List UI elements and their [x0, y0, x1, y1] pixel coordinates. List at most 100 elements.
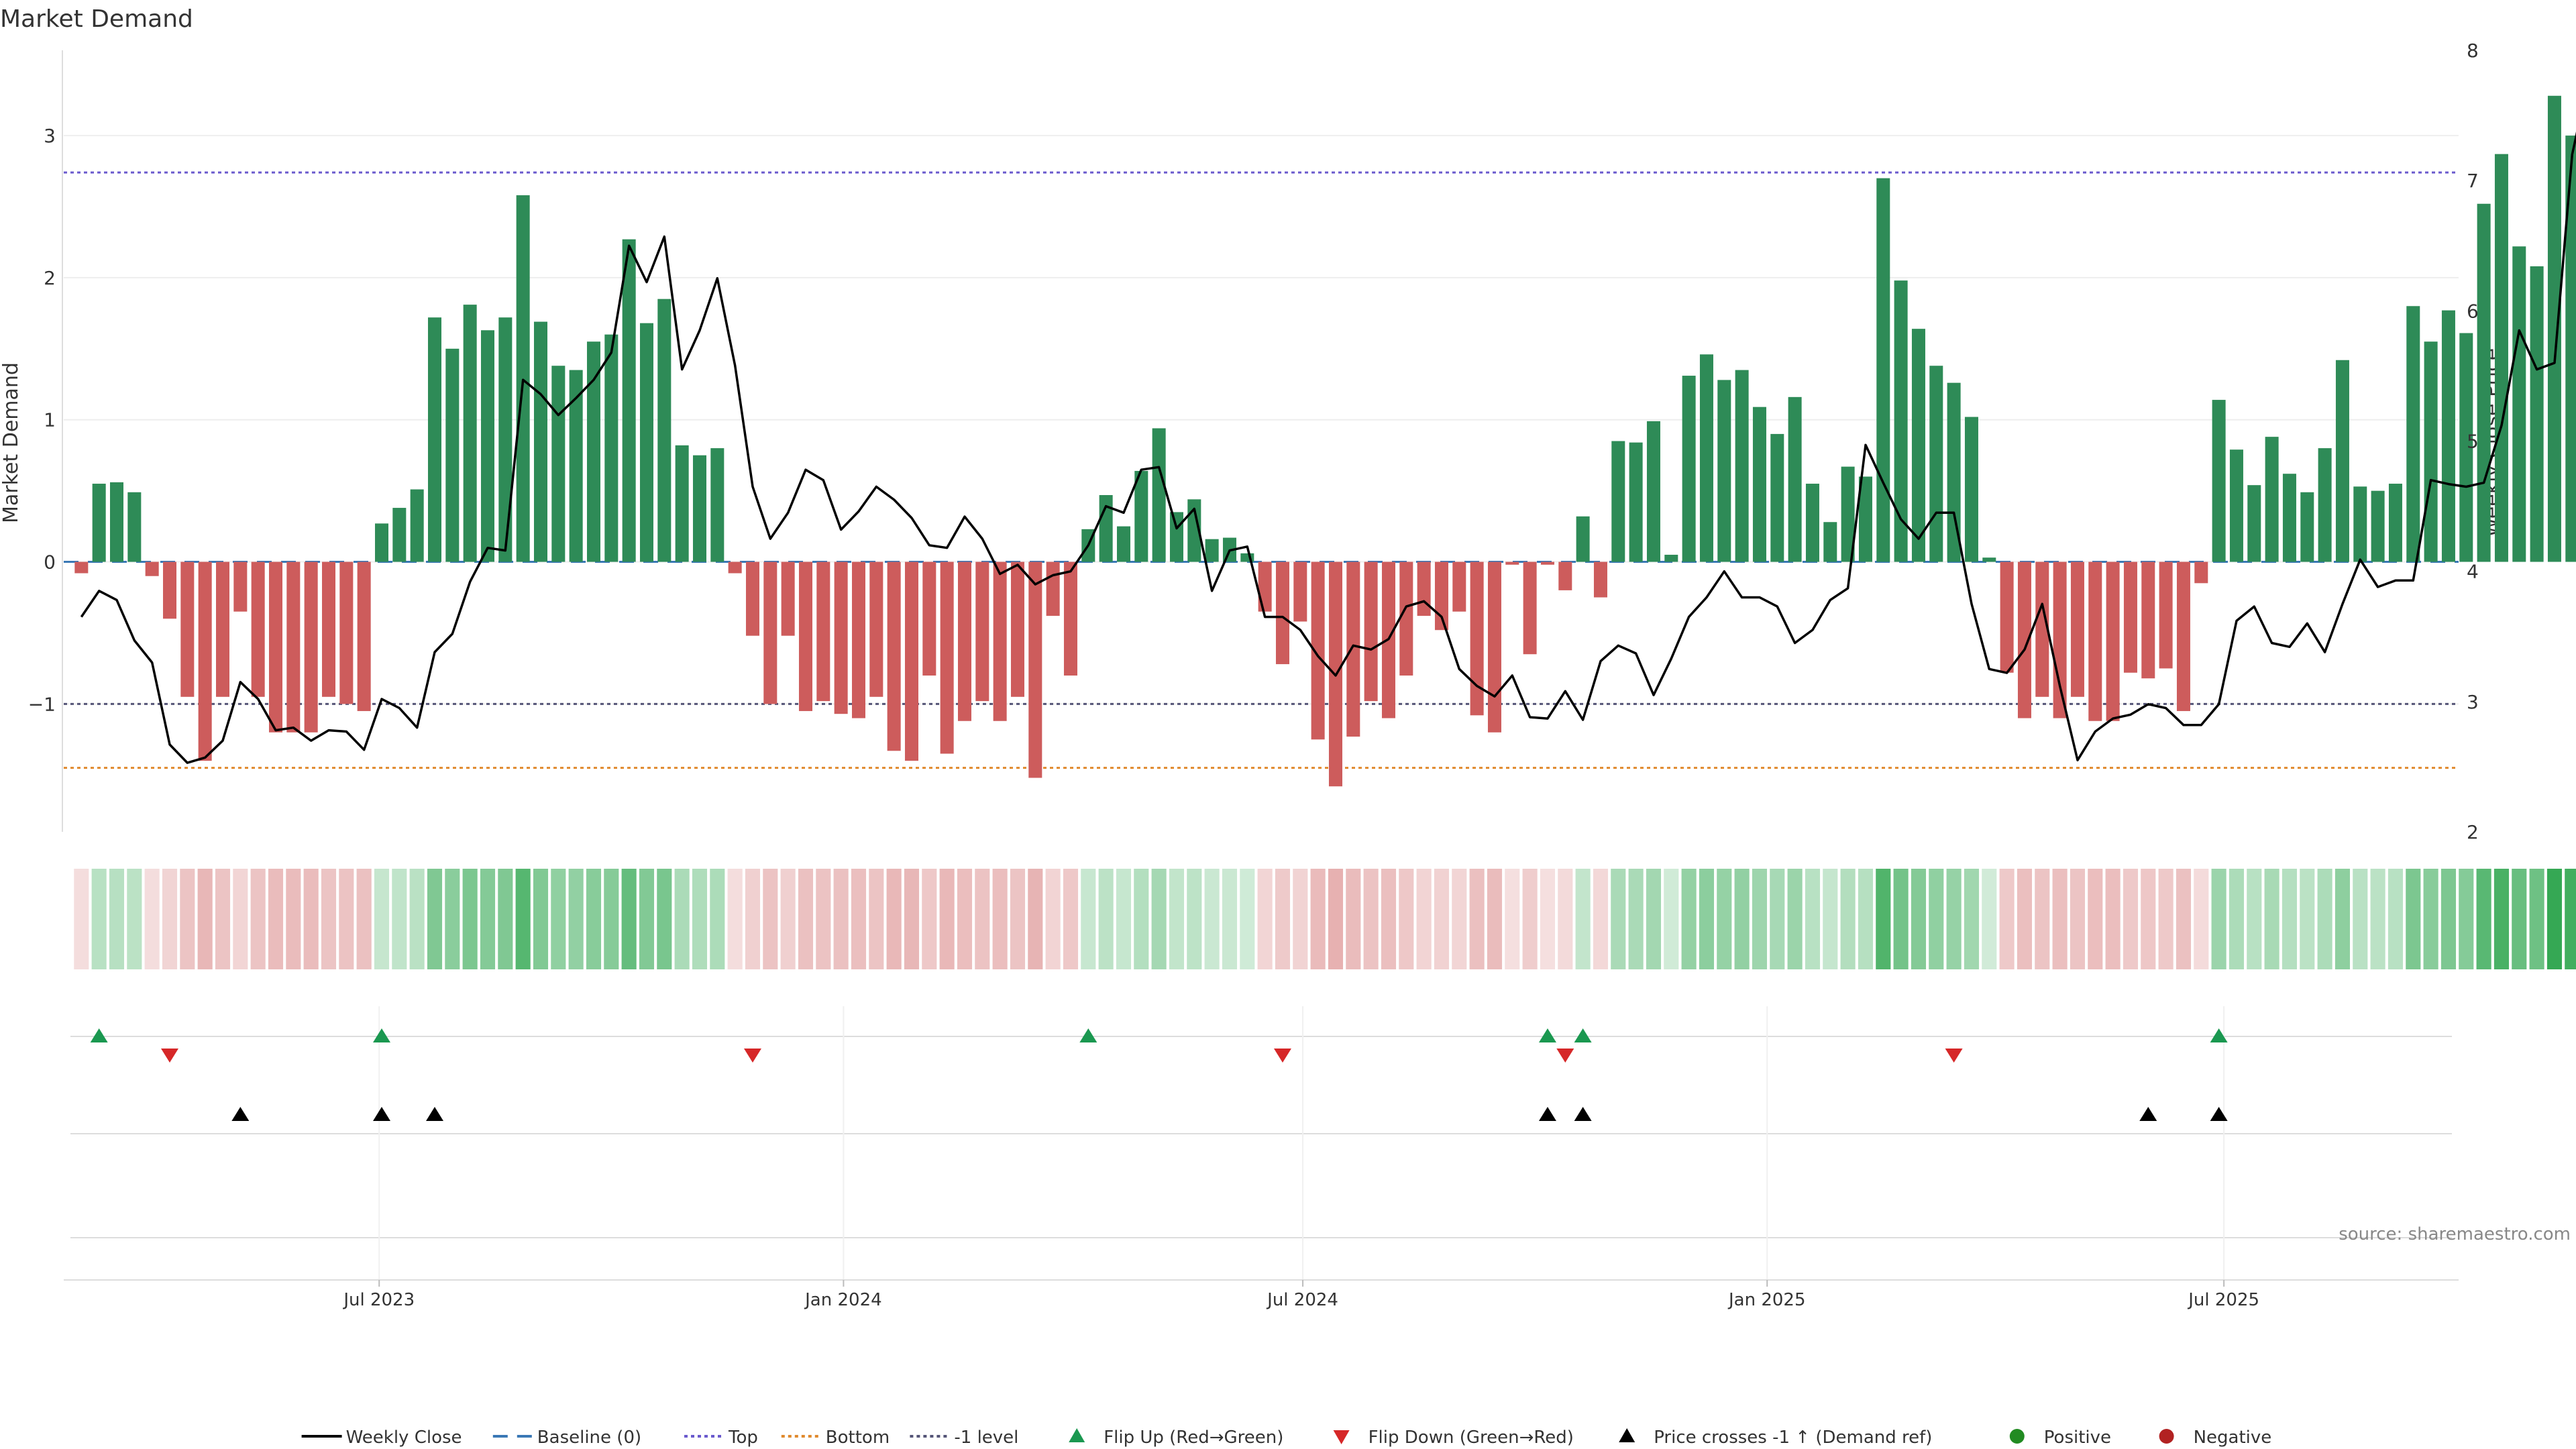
positive-bar	[2459, 333, 2473, 562]
heat-cell	[1505, 869, 1520, 969]
heat-cell	[250, 869, 266, 969]
heat-cell	[2546, 869, 2563, 969]
positive-bar	[2565, 136, 2576, 562]
positive-bar	[1116, 526, 1130, 562]
heat-cell	[886, 869, 902, 969]
negative-bar	[2106, 561, 2120, 721]
heat-cell	[1028, 869, 1043, 969]
heat-cell	[586, 869, 602, 969]
legend-symbol-triangle-down	[1333, 1430, 1350, 1444]
heat-cell	[2088, 869, 2103, 969]
price-cross-marker	[2210, 1107, 2228, 1121]
heat-cell	[1098, 869, 1114, 969]
negative-bar	[1470, 561, 1484, 716]
negative-bar	[975, 561, 989, 702]
positive-bar	[1876, 178, 1890, 562]
positive-bar	[1205, 539, 1219, 562]
y-tick-label: −1	[28, 693, 56, 715]
heat-cell	[1081, 869, 1096, 969]
flip-up-marker	[1079, 1028, 1097, 1042]
flip-up-marker	[1574, 1028, 1592, 1042]
positive-bar	[516, 195, 530, 562]
heat-cell	[1116, 869, 1132, 969]
heat-cell	[74, 869, 89, 969]
negative-bar	[198, 561, 212, 761]
heat-cell	[621, 869, 637, 969]
negative-bar	[1063, 561, 1077, 676]
negative-bar	[1293, 561, 1307, 622]
heat-cell	[816, 869, 831, 969]
heat-cell	[692, 869, 708, 969]
positive-bar	[569, 370, 583, 562]
positive-bar	[463, 305, 477, 562]
price-cross-marker	[425, 1107, 443, 1121]
legend-label: -1 level	[954, 1428, 1018, 1448]
y-tick-label: 0	[44, 551, 56, 574]
positive-bar	[1929, 366, 1943, 562]
legend-item: Positive	[2009, 1428, 2111, 1448]
legend-label: Weekly Close	[346, 1428, 462, 1448]
positive-bar	[2512, 246, 2526, 562]
x-tick-label: Jan 2024	[804, 1290, 882, 1310]
flip-down-marker	[1556, 1049, 1574, 1063]
y2-tick-label: 2	[2467, 821, 2479, 843]
y2-tick-label: 3	[2467, 691, 2479, 713]
positive-bar	[445, 348, 460, 562]
legend-symbol-circle	[2159, 1429, 2174, 1444]
flip-up-marker	[2210, 1028, 2228, 1042]
heat-cell	[922, 869, 937, 969]
heat-cell	[1169, 869, 1185, 969]
positive-bar	[2229, 449, 2243, 562]
chart-title: Market Demand	[0, 5, 193, 33]
negative-bar	[339, 561, 354, 704]
negative-bar	[2070, 561, 2084, 697]
heat-cell	[1611, 869, 1626, 969]
positive-bar	[675, 445, 689, 562]
positive-bar	[2388, 484, 2402, 562]
source-label: source: sharemaestro.com	[2339, 1224, 2571, 1244]
positive-bar	[1735, 370, 1749, 562]
legend-item: Price crosses -1 ↑ (Demand ref)	[1619, 1428, 1932, 1448]
y2-tick-label: 7	[2467, 170, 2479, 192]
y2-tick-label: 4	[2467, 561, 2479, 583]
negative-bar	[1417, 561, 1431, 616]
positive-bar	[2371, 490, 2385, 562]
heat-cell	[1964, 869, 1980, 969]
heat-cell	[2229, 869, 2245, 969]
heat-cell	[1275, 869, 1291, 969]
heat-cell	[1628, 869, 1644, 969]
heat-cell	[1823, 869, 1838, 969]
heat-cell	[1946, 869, 1962, 969]
heat-cell	[2176, 869, 2192, 969]
positive-bar	[2247, 485, 2261, 562]
positive-bar	[639, 323, 653, 562]
heat-cell	[533, 869, 549, 969]
heat-cell	[2459, 869, 2474, 969]
y2-tick-label: 8	[2467, 40, 2479, 62]
negative-bar	[1505, 561, 1519, 565]
positive-bar	[1134, 470, 1148, 562]
negative-bar	[728, 561, 742, 574]
heat-cell	[427, 869, 443, 969]
negative-bar	[233, 561, 248, 612]
positive-bar	[2282, 474, 2296, 562]
legend-symbol-circle	[2009, 1429, 2025, 1444]
heat-cell	[2123, 869, 2139, 969]
flip-down-marker	[160, 1049, 178, 1063]
heat-cell	[409, 869, 425, 969]
negative-bar	[1399, 561, 1413, 676]
heat-cell	[1646, 869, 1662, 969]
heat-cell	[2141, 869, 2156, 969]
heat-cell	[498, 869, 513, 969]
heat-cell	[2493, 869, 2510, 969]
heat-cell	[462, 869, 478, 969]
positive-bar	[604, 334, 619, 562]
heat-cell	[2387, 869, 2404, 969]
y2-tick-label: 5	[2467, 431, 2479, 453]
heat-cell	[180, 869, 195, 969]
heat-cell	[975, 869, 990, 969]
positive-bar	[2547, 95, 2561, 562]
negative-bar	[2176, 561, 2190, 711]
negative-bar	[251, 561, 265, 697]
heat-cell	[639, 869, 655, 969]
